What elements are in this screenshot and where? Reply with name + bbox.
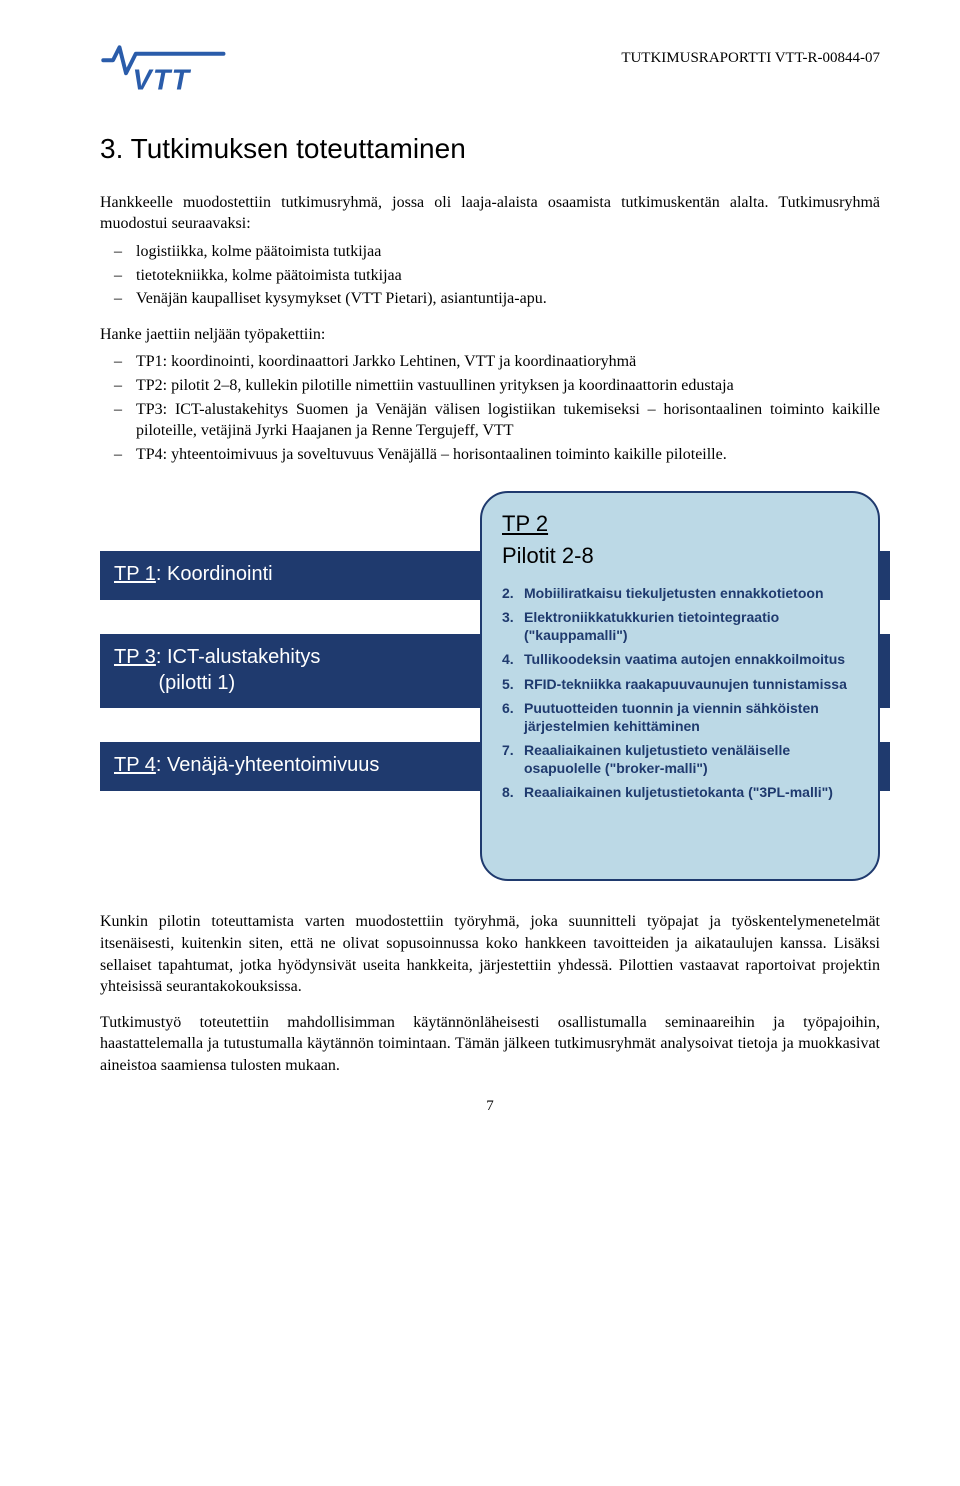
- tp2-subtitle: Pilotit 2-8: [502, 541, 858, 571]
- tp2-box: TP 2 Pilotit 2-8 2.Mobiiliratkaisu tieku…: [480, 491, 880, 881]
- page-number: 7: [100, 1096, 880, 1116]
- list-item: TP1: koordinointi, koordinaattori Jarkko…: [136, 351, 880, 373]
- tp-diagram: TP 1: Koordinointi TP 3: ICT-alustakehity…: [100, 491, 880, 881]
- list-item: TP2: pilotit 2–8, kullekin pilotille nim…: [136, 375, 880, 397]
- team-list: logistiikka, kolme päätoimista tutkijaat…: [100, 241, 880, 310]
- section-title-text: Tutkimuksen toteuttaminen: [131, 133, 466, 164]
- paragraph-pilots: Kunkin pilotin toteuttamista varten muod…: [100, 911, 880, 997]
- tp2-list-item: 3.Elektroniikkatukkurien tietointegraati…: [502, 609, 858, 644]
- section-heading: 3. Tutkimuksen toteuttaminen: [100, 130, 880, 168]
- tp2-list-item: 7.Reaaliaikainen kuljetustieto venäläise…: [502, 742, 858, 777]
- section-number: 3.: [100, 133, 123, 164]
- tp2-title: TP 2: [502, 509, 858, 539]
- tp2-list-item: 2.Mobiiliratkaisu tiekuljetusten ennakko…: [502, 585, 858, 603]
- list-item: TP4: yhteentoimivuus ja soveltuvuus Venä…: [136, 444, 880, 466]
- tp-bars: TP 1: Koordinointi TP 3: ICT-alustakehity…: [100, 551, 470, 791]
- svg-text:VTT: VTT: [133, 65, 192, 97]
- tp2-pilot-list: 2.Mobiiliratkaisu tiekuljetusten ennakko…: [502, 585, 858, 802]
- tp2-list-item: 4.Tullikoodeksin vaatima autojen ennakko…: [502, 651, 858, 669]
- tp2-list-item: 5.RFID-tekniikka raakapuuvaunujen tunnis…: [502, 676, 858, 694]
- list-item: TP3: ICT-alustakehitys Suomen ja Venäjän…: [136, 399, 880, 442]
- paragraph-workpackages: Hanke jaettiin neljään työpakettiin:: [100, 324, 880, 346]
- workpackage-list: TP1: koordinointi, koordinaattori Jarkko…: [100, 351, 880, 465]
- tp2-list-item: 6.Puutuotteiden tuonnin ja viennin sähkö…: [502, 700, 858, 735]
- vtt-logo: VTT: [100, 40, 230, 100]
- list-item: logistiikka, kolme päätoimista tutkijaa: [136, 241, 880, 263]
- paragraph-intro: Hankkeelle muodostettiin tutkimusryhmä, …: [100, 192, 880, 235]
- tp2-list-item: 8.Reaaliaikainen kuljetustietokanta ("3P…: [502, 784, 858, 802]
- paragraph-research: Tutkimustyö toteutettiin mahdollisimman …: [100, 1012, 880, 1077]
- report-id: TUTKIMUSRAPORTTI VTT-R-00844-07: [621, 40, 880, 68]
- list-item: tietotekniikka, kolme päätoimista tutkij…: [136, 265, 880, 287]
- tp-bar: TP 4: Venäjä-yhteentoimivuus: [100, 742, 470, 791]
- list-item: Venäjän kaupalliset kysymykset (VTT Piet…: [136, 288, 880, 310]
- tp-bar: TP 3: ICT-alustakehitys (pilotti 1): [100, 634, 470, 708]
- page-header: VTT TUTKIMUSRAPORTTI VTT-R-00844-07: [100, 40, 880, 100]
- tp-bar: TP 1: Koordinointi: [100, 551, 470, 600]
